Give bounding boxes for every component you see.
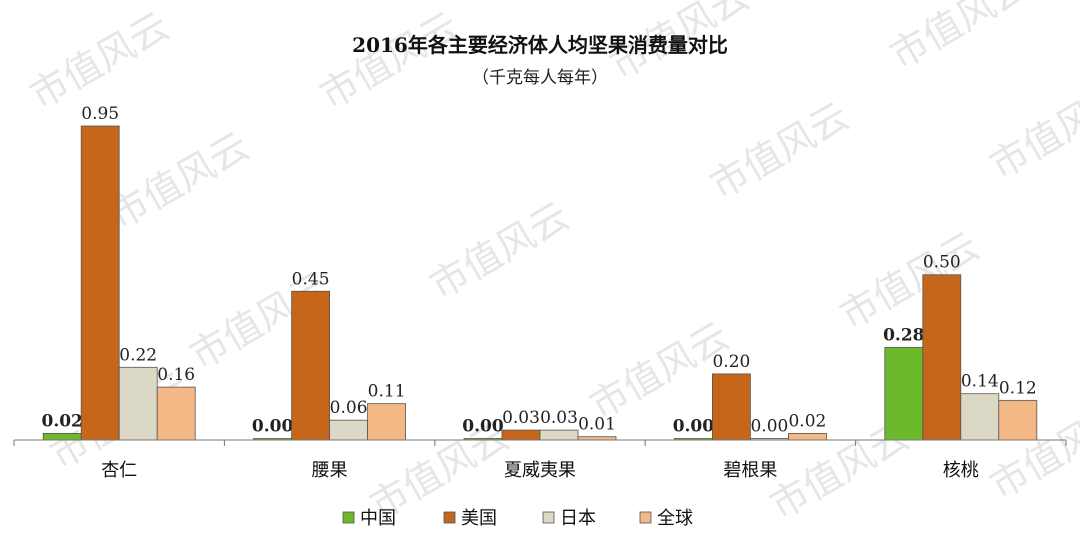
data-label: 0.28 <box>883 325 924 345</box>
bar <box>788 432 827 441</box>
data-label: 0.20 <box>712 352 750 372</box>
legend-label: 全球 <box>657 508 693 529</box>
bar <box>501 429 541 441</box>
bar <box>291 290 331 441</box>
watermark-text: 市值风云 <box>103 124 257 238</box>
bar <box>884 347 924 441</box>
data-label: 0.16 <box>157 365 195 385</box>
bar <box>960 393 1000 441</box>
data-label: 0.00 <box>750 417 788 437</box>
data-label: 0.03 <box>502 408 540 428</box>
chart-title: 2016年各主要经济体人均坚果消费量对比 <box>352 33 728 57</box>
watermark-text: 市值风云 <box>703 94 857 208</box>
chart-subtitle: （千克每人每年） <box>472 68 608 88</box>
legend-label: 中国 <box>360 508 396 529</box>
data-label: 0.45 <box>292 269 330 289</box>
bar <box>156 386 196 441</box>
legend-label: 日本 <box>560 508 596 529</box>
data-label: 0.00 <box>252 417 294 437</box>
bar <box>367 403 407 441</box>
watermark-text: 市值风云 <box>313 4 467 118</box>
legend: 中国 美国 日本 全球 <box>342 508 693 529</box>
data-label: 0.11 <box>368 382 406 402</box>
watermark-text: 市值风云 <box>983 74 1080 188</box>
bar <box>998 399 1038 441</box>
legend-label: 美国 <box>461 508 497 529</box>
data-label: 0.00 <box>673 417 715 437</box>
x-tick-label: 碧根果 <box>723 460 777 481</box>
data-label: 0.01 <box>578 415 616 435</box>
x-axis-labels: 杏仁 腰果 夏威夷果 碧根果 核桃 <box>101 460 979 481</box>
x-tick-label: 夏威夷果 <box>504 460 576 481</box>
data-label: 0.22 <box>119 345 157 365</box>
data-label: 0.03 <box>540 408 578 428</box>
watermark-text: 市值风云 <box>883 0 1037 78</box>
x-axis-ticks <box>13 440 1067 446</box>
watermark-text: 市值风云 <box>423 194 577 308</box>
bar <box>712 373 751 441</box>
legend-swatch <box>443 511 456 524</box>
data-label: 0.06 <box>330 398 368 418</box>
legend-swatch <box>342 511 355 524</box>
watermark-text: 市值风云 <box>833 224 987 338</box>
data-label: 0.00 <box>462 417 504 437</box>
x-tick-label: 腰果 <box>312 460 348 481</box>
data-label: 0.95 <box>81 104 119 124</box>
bar <box>42 432 82 441</box>
bar <box>329 419 369 441</box>
legend-swatch <box>542 511 555 524</box>
bar <box>80 125 120 441</box>
data-label: 0.50 <box>923 253 961 273</box>
bar <box>539 429 579 441</box>
bar <box>922 274 962 441</box>
bar <box>118 366 158 441</box>
data-label: 0.14 <box>961 372 999 392</box>
x-tick-label: 核桃 <box>943 460 979 481</box>
data-label: 0.02 <box>788 411 826 431</box>
watermark-text: 市值风云 <box>23 4 177 118</box>
data-label: 0.02 <box>41 411 82 431</box>
x-tick-label: 杏仁 <box>101 460 137 481</box>
legend-swatch <box>639 511 652 524</box>
data-label: 0.12 <box>999 378 1037 398</box>
